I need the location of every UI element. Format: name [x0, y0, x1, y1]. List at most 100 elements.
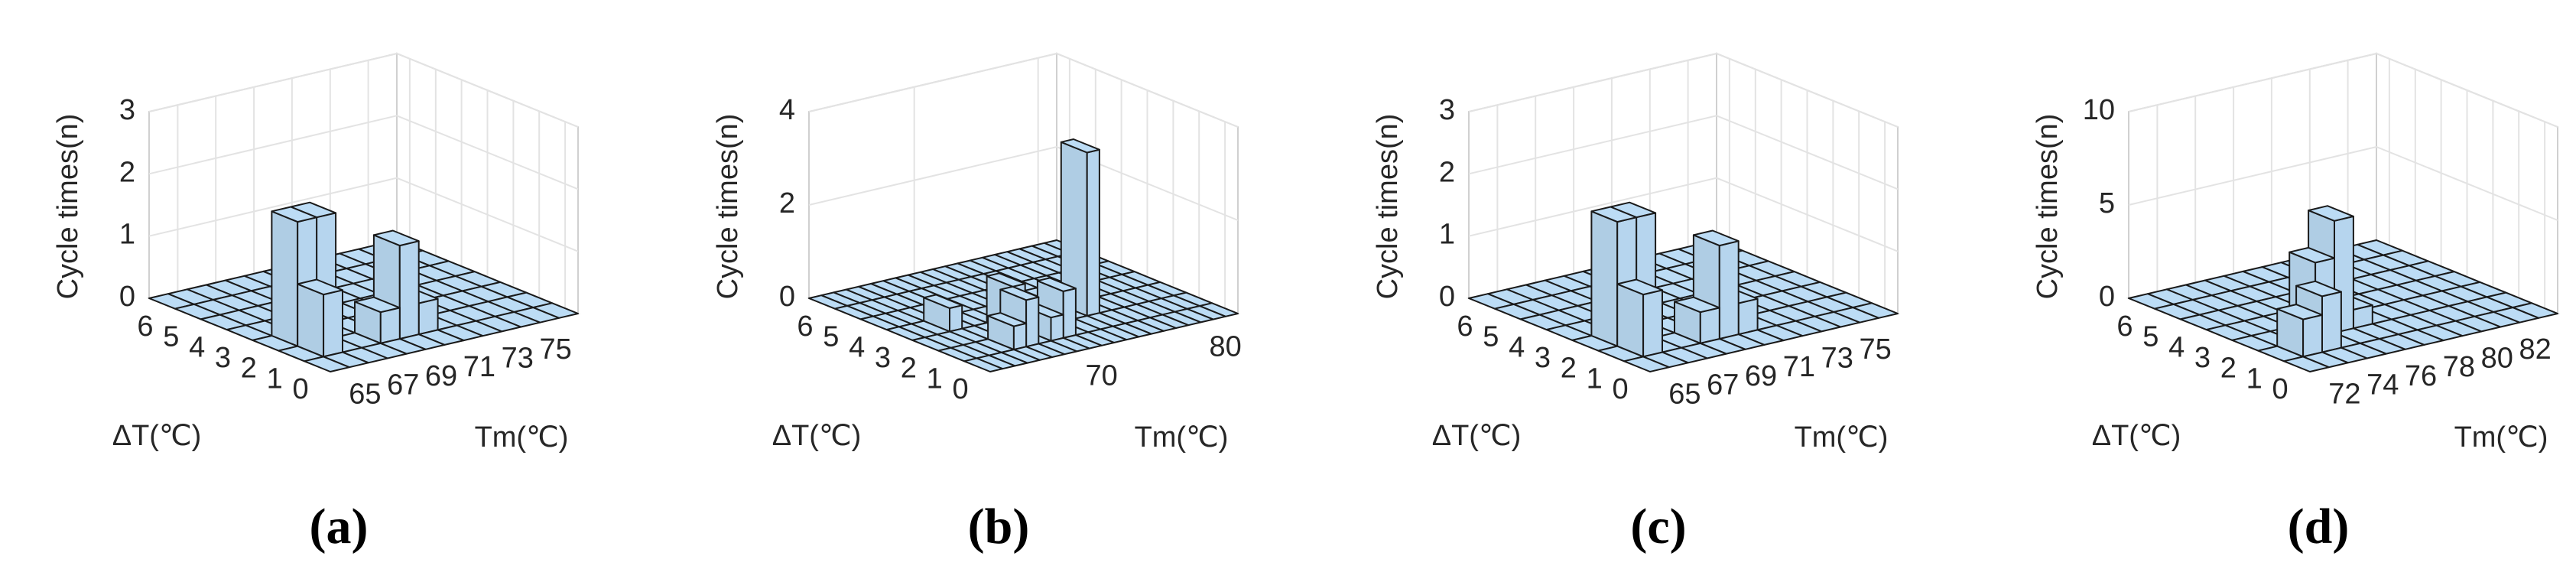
- bar-top: [999, 285, 1040, 301]
- grid-line: [808, 145, 1239, 221]
- x-tick-label: 78: [2443, 351, 2475, 383]
- bar: [2283, 356, 2330, 372]
- bar-top: [2289, 246, 2335, 264]
- bar-top: [2295, 280, 2342, 298]
- grid-line: [1468, 177, 1899, 252]
- grid-line: [148, 52, 579, 128]
- bar-face: [379, 307, 401, 344]
- bar: [1616, 278, 1663, 358]
- bar-top: [1692, 229, 1740, 247]
- z-tick-label: 1: [1439, 219, 1455, 251]
- y-tick-label: 5: [163, 321, 179, 353]
- x-tick-label: 69: [1745, 360, 1777, 392]
- bar-top: [372, 229, 420, 247]
- z-tick-label: 3: [1439, 94, 1455, 126]
- y-tick-label: 0: [293, 373, 309, 405]
- grid-line: [1468, 52, 1899, 128]
- y-tick-label: 1: [927, 363, 943, 395]
- z-tick-label: 4: [779, 94, 795, 126]
- panel-label: (b): [968, 499, 1030, 554]
- z-tick-label: 0: [1439, 281, 1455, 313]
- bar-top: [1036, 277, 1077, 292]
- z-tick-label: 0: [779, 281, 795, 313]
- z-tick-label: 2: [779, 187, 795, 219]
- y-tick-label: 1: [267, 363, 283, 395]
- y-tick-label: 5: [823, 321, 839, 353]
- bar-face: [271, 210, 299, 347]
- y-tick-label: 6: [137, 311, 153, 343]
- y-tick-label: 3: [2194, 342, 2211, 374]
- bar-face: [2302, 314, 2323, 358]
- y-tick-label: 5: [2142, 321, 2159, 353]
- x-tick-label: 71: [1783, 351, 1815, 383]
- bar-top: [1060, 138, 1100, 154]
- x-tick-label: 74: [2366, 369, 2399, 402]
- grid-line: [2128, 52, 2558, 128]
- y-axis-label: ΔT(℃): [772, 420, 862, 452]
- z-axis-label: Cycle times(n): [2032, 114, 2064, 300]
- z-tick-label: 2: [1439, 156, 1455, 188]
- y-axis-label: ΔT(℃): [112, 420, 202, 452]
- bar: [304, 356, 350, 372]
- z-axis-label: Cycle times(n): [712, 114, 744, 300]
- x-tick-label: 65: [349, 378, 381, 410]
- x-axis-label: Tm(℃): [475, 421, 569, 454]
- z-axis-label: Cycle times(n): [1372, 114, 1404, 300]
- z-tick-label: 2: [119, 156, 135, 188]
- y-tick-label: 4: [849, 331, 865, 363]
- bar-top: [923, 294, 963, 309]
- y-tick-label: 2: [1561, 353, 1577, 385]
- z-axis-label: Cycle times(n): [52, 114, 84, 300]
- y-tick-label: 0: [1613, 373, 1629, 405]
- bar: [987, 312, 1028, 351]
- x-tick-label: 73: [502, 342, 534, 374]
- bar-face: [1025, 296, 1040, 348]
- bar-face: [1718, 240, 1740, 340]
- y-tick-label: 0: [2272, 373, 2289, 405]
- y-tick-label: 5: [1483, 321, 1499, 353]
- bar-top: [271, 206, 318, 223]
- bar-top: [2276, 304, 2323, 320]
- grid-line: [148, 177, 579, 252]
- bar-face: [297, 283, 325, 358]
- bar: [297, 278, 343, 358]
- bar-top: [297, 278, 343, 296]
- x-tick-label: 80: [2481, 342, 2513, 374]
- y-tick-label: 0: [953, 373, 969, 405]
- y-axis-label: ΔT(℃): [2092, 420, 2181, 452]
- bar-top: [963, 357, 1004, 372]
- z-tick-label: 0: [119, 281, 135, 313]
- y-tick-label: 3: [875, 342, 891, 374]
- bar-top: [354, 296, 401, 314]
- y-tick-label: 4: [2168, 331, 2185, 363]
- bar: [1623, 356, 1670, 372]
- x-tick-label: 69: [425, 360, 457, 392]
- bar-face: [1616, 283, 1645, 358]
- bar-top: [986, 272, 1026, 288]
- panel-label: (a): [310, 499, 369, 554]
- y-tick-label: 2: [2220, 353, 2237, 385]
- x-tick-label: 70: [1086, 360, 1118, 392]
- y-tick-label: 3: [215, 342, 231, 374]
- bar-top: [1674, 296, 1720, 314]
- bar-top: [1590, 206, 1638, 223]
- z-tick-label: 10: [2083, 94, 2115, 126]
- bar-top: [304, 356, 350, 372]
- y-tick-label: 4: [1509, 331, 1525, 363]
- x-tick-label: 67: [387, 369, 419, 402]
- bar-top: [2308, 205, 2354, 222]
- y-tick-label: 6: [1457, 311, 1473, 343]
- z-tick-label: 1: [119, 219, 135, 251]
- bar-face: [1062, 288, 1077, 339]
- grid-line: [808, 52, 1239, 128]
- bar-face: [2321, 291, 2342, 353]
- bar-top: [1623, 356, 1670, 372]
- x-axis-label: Tm(℃): [1135, 421, 1229, 454]
- bar-face: [1737, 298, 1759, 336]
- z-tick-label: 5: [2099, 187, 2115, 219]
- panel-label: (d): [2288, 499, 2350, 554]
- x-tick-label: 75: [539, 333, 571, 366]
- y-tick-label: 6: [797, 311, 813, 343]
